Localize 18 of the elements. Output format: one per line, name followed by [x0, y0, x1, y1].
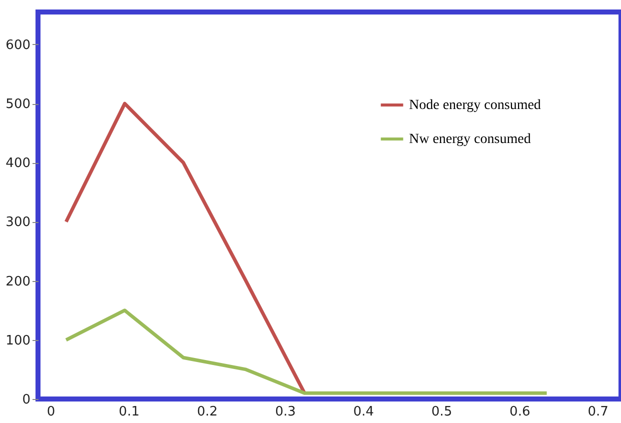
line-series [64, 308, 549, 395]
x-tick-label: 0.3 [275, 404, 296, 420]
y-tick-label: 500 [6, 97, 30, 112]
x-tick-label: 0.1 [118, 404, 140, 420]
legend-label: Node energy consumed [409, 98, 541, 113]
y-tick-label: 600 [6, 38, 30, 53]
x-tick-label: 0.7 [588, 404, 608, 420]
y-tick-label: 0 [22, 392, 30, 408]
x-tick-label: 0 [46, 404, 56, 420]
y-tick-label: 400 [6, 156, 30, 172]
x-tick-label: 0.4 [353, 404, 374, 420]
x-tick-label: 0.2 [196, 404, 218, 420]
y-tick-label: 100 [6, 333, 30, 348]
y-tick-label: 300 [6, 215, 30, 230]
x-tick-label: 0.6 [510, 404, 530, 420]
y-tick-label: 200 [6, 274, 30, 290]
x-tick-label: 0.5 [431, 404, 452, 420]
legend-label: Nw energy consumed [409, 132, 531, 147]
